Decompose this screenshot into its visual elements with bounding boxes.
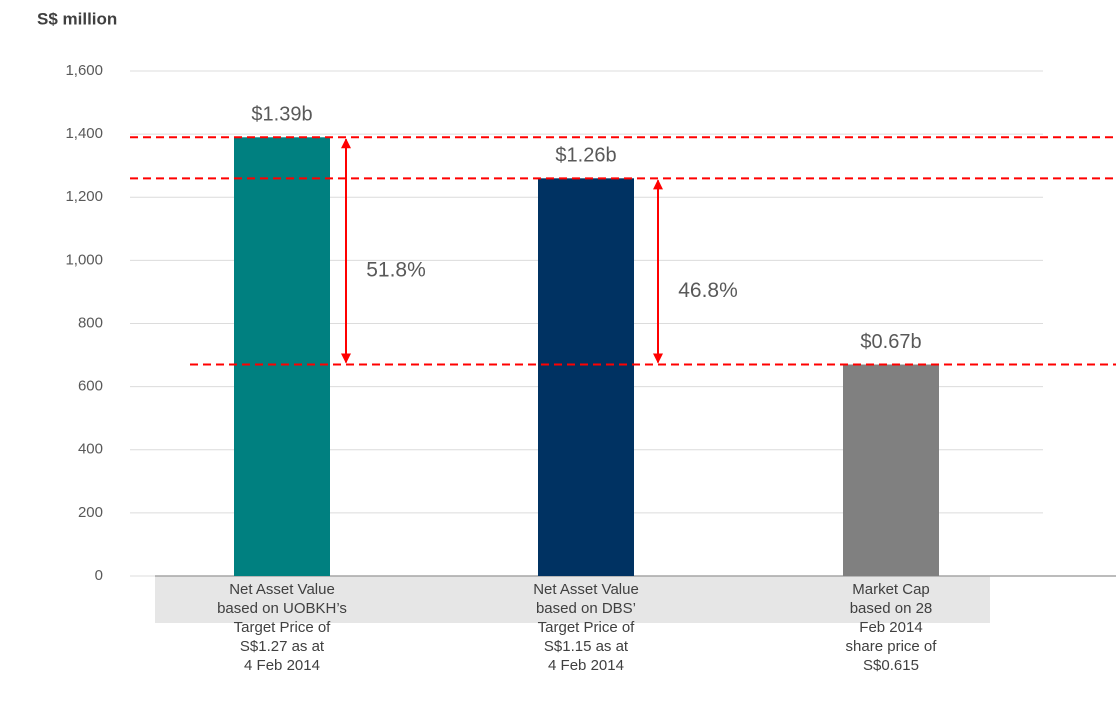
y-tick-label: 1,400 xyxy=(65,125,103,142)
x-tick-label: Net Asset Value based on UOBKH’s Target … xyxy=(217,581,347,674)
annotation-text: 51.8% xyxy=(366,258,426,281)
y-tick-label: 800 xyxy=(78,314,103,331)
y-tick-label: 0 xyxy=(95,567,103,584)
x-tick-label: Net Asset Value based on DBS’ Target Pri… xyxy=(533,581,639,674)
bar xyxy=(234,137,330,576)
value-label: $1.39b xyxy=(251,104,312,126)
y-axis-label: S$ million xyxy=(37,9,117,28)
bar xyxy=(843,364,939,576)
x-tick-label: Market Cap based on 28 Feb 2014 share pr… xyxy=(845,581,937,674)
y-tick-label: 1,000 xyxy=(65,251,103,268)
value-label: $1.26b xyxy=(555,145,616,167)
y-tick-label: 400 xyxy=(78,441,103,458)
value-label: $0.67b xyxy=(860,331,921,353)
category-band xyxy=(155,576,990,623)
annotation-text: 46.8% xyxy=(678,279,738,302)
y-tick-label: 600 xyxy=(78,378,103,395)
bar xyxy=(538,178,634,576)
y-tick-label: 1,200 xyxy=(65,188,103,205)
y-tick-label: 1,600 xyxy=(65,62,103,79)
y-tick-label: 200 xyxy=(78,504,103,521)
